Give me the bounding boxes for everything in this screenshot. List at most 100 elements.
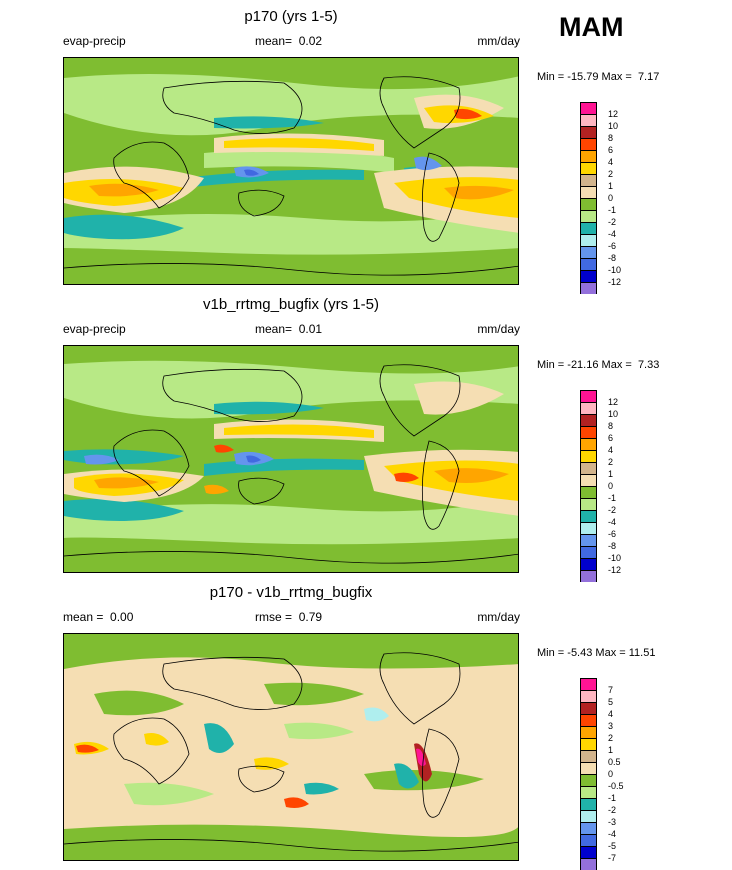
mean-value: 0.00	[110, 610, 134, 624]
legend-swatch	[580, 522, 597, 534]
legend-tick-label: 1	[608, 745, 614, 755]
max-value: 11.51	[628, 647, 656, 659]
legend-tick-label: -8	[608, 541, 617, 551]
legend-tick-label: 8	[608, 421, 614, 431]
legend-swatch	[580, 414, 597, 426]
legend-swatch	[580, 822, 597, 834]
world-map-plot	[64, 58, 518, 284]
legend-tick-label: 6	[608, 145, 614, 155]
legend-swatch	[580, 426, 597, 438]
legend-swatch	[580, 678, 597, 690]
season-label: MAM	[559, 12, 624, 42]
legend-swatch	[580, 150, 597, 162]
legend-swatch	[580, 810, 597, 822]
color-legend: 7 5 4 3 2 1 0.5 0 -0.5 -1 -2 -3 -4 -5 -7	[580, 678, 624, 870]
world-map	[63, 633, 519, 861]
legend-swatch	[580, 546, 597, 558]
units-label: mm/day	[477, 34, 520, 48]
mean-label: mean =	[63, 610, 104, 624]
mean-label: mean=	[255, 322, 293, 336]
max-label: Max =	[595, 647, 626, 659]
legend-tick-label: -10	[608, 265, 622, 275]
legend-tick-label: -2	[608, 217, 617, 227]
legend-tick-label: 2	[608, 733, 614, 743]
max-label: Max =	[601, 71, 632, 83]
legend-tick-label: -7	[608, 853, 617, 863]
legend-swatch	[580, 558, 597, 570]
legend-tick-label: 12	[608, 397, 619, 407]
world-map	[63, 345, 519, 573]
rmse-readout: rmse = 0.79	[255, 610, 322, 624]
min-value: -15.79	[567, 71, 599, 83]
legend-tick-label: -4	[608, 229, 617, 239]
panel-model-a: p170 (yrs 1-5) evap-precip mean= 0.02 mm…	[0, 0, 732, 294]
mean-value: 0.01	[298, 322, 323, 336]
legend-swatch	[580, 450, 597, 462]
mean-label: mean=	[255, 34, 293, 48]
legend-tick-label: 2	[608, 457, 614, 467]
legend-swatch	[580, 246, 597, 258]
legend-tick-label: 0.5	[608, 757, 621, 767]
legend-swatch	[580, 690, 597, 702]
min-max-readout: Min = -15.79 Max = 7.17	[537, 71, 659, 83]
legend-tick-label: -6	[608, 529, 617, 539]
legend-tick-label: -10	[608, 553, 622, 563]
min-max-readout: Min = -5.43 Max = 11.51	[537, 647, 655, 659]
panel-model-b: v1b_rrtmg_bugfix (yrs 1-5) evap-precip m…	[0, 288, 732, 582]
mean-readout: mean = 0.00	[63, 610, 133, 624]
panel-title: p170 (yrs 1-5)	[244, 8, 338, 25]
legend-tick-label: -3	[608, 817, 617, 827]
units-label: mm/day	[477, 610, 520, 624]
legend-swatch	[580, 114, 597, 126]
legend-swatch	[580, 510, 597, 522]
legend-tick-label: 0	[608, 769, 614, 779]
legend-tick-label: 6	[608, 433, 614, 443]
legend-tick-label: 3	[608, 721, 614, 731]
max-value: 7.33	[637, 359, 660, 371]
legend-swatch	[580, 858, 597, 870]
legend-swatch	[580, 138, 597, 150]
legend-swatch	[580, 786, 597, 798]
mean-readout: mean= 0.01	[255, 322, 322, 336]
legend-tick-label: -2	[608, 505, 617, 515]
world-map-plot	[64, 634, 518, 860]
legend-swatch	[580, 462, 597, 474]
legend-swatch	[580, 750, 597, 762]
legend-swatch	[580, 534, 597, 546]
legend-swatch	[580, 222, 597, 234]
legend-tick-label: -1	[608, 493, 617, 503]
min-value: -5.43	[567, 647, 593, 659]
max-label: Max =	[601, 359, 632, 371]
min-value: -21.16	[567, 359, 599, 371]
panel-title: v1b_rrtmg_bugfix (yrs 1-5)	[203, 296, 379, 313]
legend-swatch	[580, 102, 597, 114]
min-max-readout: Min = -21.16 Max = 7.33	[537, 359, 659, 371]
variable-label: evap-precip	[63, 34, 126, 48]
legend-swatch	[580, 798, 597, 810]
legend-swatch	[580, 174, 597, 186]
legend-swatch	[580, 186, 597, 198]
legend-tick-label: -1	[608, 205, 617, 215]
legend-tick-label: 12	[608, 109, 619, 119]
legend-tick-label: -5	[608, 841, 617, 851]
legend-swatch	[580, 234, 597, 246]
legend-swatch	[580, 474, 597, 486]
legend-tick-label: 4	[608, 157, 614, 167]
legend-swatch	[580, 846, 597, 858]
max-value: 7.17	[637, 71, 660, 83]
legend-swatch	[580, 498, 597, 510]
legend-swatch	[580, 402, 597, 414]
min-label: Min =	[537, 359, 565, 371]
mean-value: 0.02	[298, 34, 323, 48]
mean-readout: mean= 0.02	[255, 34, 322, 48]
legend-swatch	[580, 702, 597, 714]
legend-tick-label: 7	[608, 685, 614, 695]
legend-swatch	[580, 210, 597, 222]
variable-label: evap-precip	[63, 322, 126, 336]
panel-difference: p170 - v1b_rrtmg_bugfix mean = 0.00 rmse…	[0, 576, 732, 870]
legend-swatch	[580, 762, 597, 774]
legend-tick-label: 0	[608, 193, 614, 203]
legend-swatch	[580, 726, 597, 738]
legend-tick-label: 4	[608, 709, 614, 719]
units-label: mm/day	[477, 322, 520, 336]
